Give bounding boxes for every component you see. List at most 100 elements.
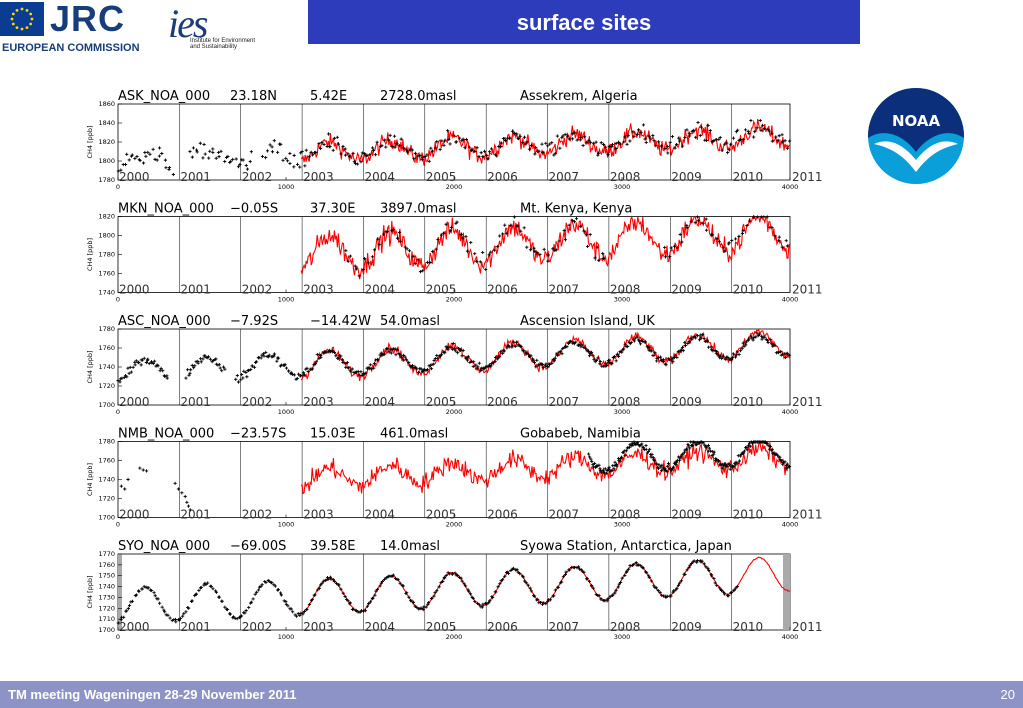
obs-point: [524, 142, 528, 146]
x-tick-label: 2000: [446, 296, 463, 304]
obs-point: [583, 135, 587, 139]
obs-point: [374, 153, 378, 157]
eu-star: [25, 26, 29, 30]
obs-point: [752, 135, 756, 139]
obs-point: [767, 129, 771, 133]
obs-point: [605, 599, 609, 603]
obs-point: [191, 146, 196, 150]
obs-point: [704, 565, 708, 569]
obs-point: [481, 250, 485, 255]
obs-point: [357, 274, 361, 278]
obs-point: [348, 601, 352, 605]
obs-point: [671, 465, 676, 469]
obs-point: [670, 468, 674, 472]
obs-point: [500, 578, 505, 582]
obs-point: [622, 347, 626, 351]
obs-point: [611, 593, 615, 597]
obs-point: [693, 441, 697, 445]
obs-point: [419, 367, 423, 371]
obs-point: [713, 581, 717, 585]
obs-point: [142, 356, 146, 360]
obs-point: [577, 565, 581, 569]
year-label: 2010: [733, 395, 764, 409]
obs-point: [632, 563, 636, 567]
obs-point: [217, 363, 221, 367]
panel-header-text: SYO_NOA_000: [118, 539, 210, 554]
obs-point: [647, 574, 651, 578]
obs-point: [159, 366, 163, 371]
obs-point: [694, 336, 698, 340]
obs-point: [619, 455, 624, 459]
obs-point: [285, 159, 290, 163]
obs-point: [322, 579, 326, 583]
obs-point: [425, 367, 429, 372]
obs-point: [695, 215, 700, 219]
obs-point: [391, 573, 395, 577]
obs-point: [651, 133, 655, 138]
y-tick-label: 1800: [98, 232, 115, 240]
obs-point: [123, 162, 128, 167]
obs-point: [701, 441, 705, 445]
obs-point: [313, 593, 317, 597]
page-number: 20: [1000, 687, 1015, 702]
obs-point: [505, 231, 509, 235]
obs-point: [501, 351, 505, 355]
x-tick-label: 0: [116, 296, 120, 304]
eu-star: [29, 12, 33, 16]
obs-point: [614, 141, 618, 145]
obs-point: [519, 344, 523, 349]
obs-point: [202, 142, 206, 147]
obs-point: [469, 359, 473, 363]
obs-point: [638, 342, 642, 346]
obs-point: [737, 459, 742, 463]
obs-point: [346, 259, 350, 263]
obs-point: [738, 137, 743, 142]
x-tick-label: 4000: [782, 633, 799, 641]
chart-panel: ASC_NOA_000 −7.92S −14.42W 54.0masl Ascensio…: [86, 314, 823, 416]
year-label: 2010: [733, 283, 764, 297]
obs-point: [485, 602, 489, 606]
obs-point: [346, 152, 350, 156]
slide-title: surface sites: [516, 10, 652, 35]
obs-point: [372, 366, 376, 370]
obs-point: [126, 606, 130, 610]
obs-point: [728, 467, 732, 471]
obs-point: [689, 220, 693, 224]
obs-point: [554, 248, 558, 252]
obs-point: [540, 142, 544, 146]
obs-point: [364, 371, 368, 375]
obs-point: [759, 334, 764, 338]
x-tick-label: 3000: [614, 183, 631, 191]
obs-point: [295, 162, 300, 166]
obs-point: [291, 610, 295, 614]
obs-point: [581, 143, 585, 148]
year-label: 2000: [119, 170, 150, 184]
obs-point: [788, 139, 792, 143]
obs-point: [405, 591, 409, 595]
obs-point: [464, 235, 468, 239]
obs-point: [404, 148, 408, 152]
obs-point: [651, 353, 655, 357]
obs-point: [220, 599, 224, 603]
y-tick-label: 1760: [98, 344, 115, 352]
model-series-line: [300, 215, 791, 280]
obs-point: [464, 356, 469, 360]
obs-point: [511, 566, 516, 570]
obs-point: [148, 152, 152, 156]
obs-point: [653, 351, 657, 355]
obs-point: [401, 584, 405, 588]
obs-point: [721, 354, 725, 358]
obs-point: [353, 264, 357, 268]
obs-point: [623, 135, 627, 139]
obs-point: [548, 362, 552, 367]
obs-point: [379, 351, 383, 355]
obs-point: [663, 146, 667, 151]
obs-point: [644, 140, 648, 145]
obs-point: [211, 150, 215, 155]
footer-bar: TM meeting Wageningen 28-29 November 201…: [0, 681, 1023, 708]
obs-point: [188, 149, 192, 154]
year-label: 2004: [364, 395, 395, 409]
obs-point: [597, 258, 601, 262]
obs-point: [241, 376, 245, 380]
y-tick-label: 1860: [98, 100, 115, 108]
